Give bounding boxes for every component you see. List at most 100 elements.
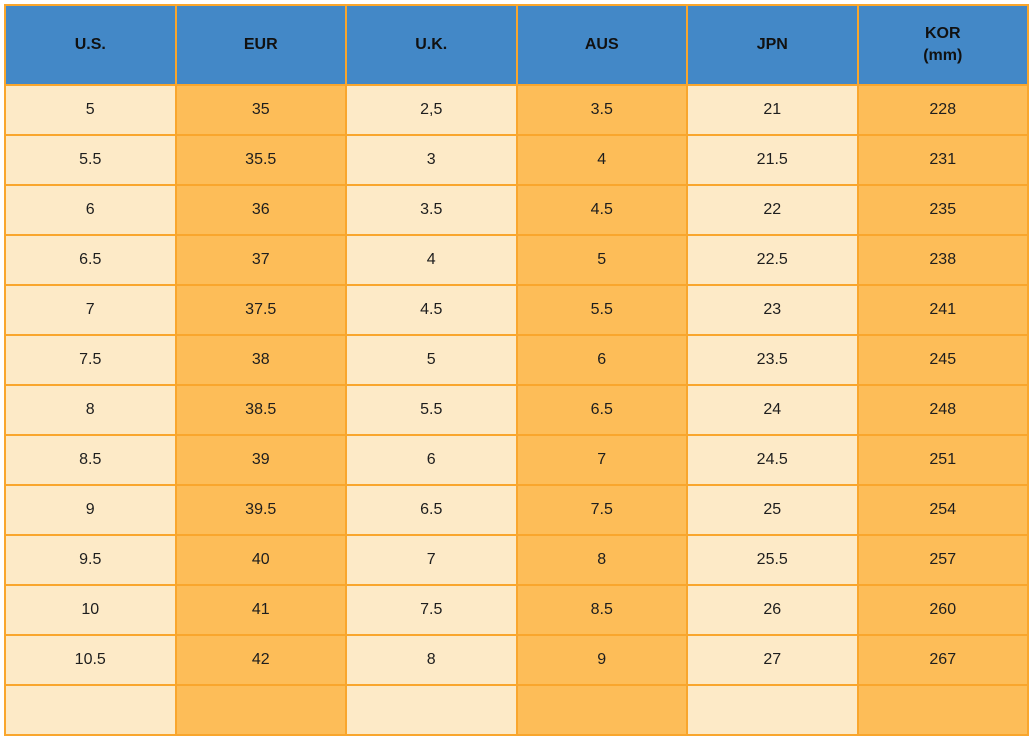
table-row: 10 41 7.5 8.5 26 260 <box>4 584 1029 636</box>
size-cell-aus: 7 <box>515 434 688 486</box>
size-cell-us: 10 <box>4 584 177 636</box>
size-cell-us: 6 <box>4 184 177 236</box>
size-cell-jpn: 24.5 <box>686 434 859 486</box>
size-cell-uk: 5 <box>345 334 518 386</box>
table-row: 6 36 3.5 4.5 22 235 <box>4 184 1029 236</box>
size-cell-us: 5 <box>4 84 177 136</box>
size-cell-us: 8.5 <box>4 434 177 486</box>
header-cell-kor: KOR (mm) <box>856 4 1029 86</box>
size-cell-uk: 7.5 <box>345 584 518 636</box>
size-cell-uk: 8 <box>345 634 518 686</box>
size-cell-eur: 38 <box>174 334 347 386</box>
size-cell-eur: 42 <box>174 634 347 686</box>
size-cell-eur: 41 <box>174 584 347 636</box>
size-cell-jpn: 26 <box>686 584 859 636</box>
size-cell-us: 5.5 <box>4 134 177 186</box>
table-row: 9 39.5 6.5 7.5 25 254 <box>4 484 1029 536</box>
size-cell-uk: 4.5 <box>345 284 518 336</box>
size-cell-uk: 3 <box>345 134 518 186</box>
size-cell-us <box>4 684 177 736</box>
size-cell-jpn: 21 <box>686 84 859 136</box>
header-label-uk: U.K. <box>415 36 448 54</box>
size-cell-us: 9 <box>4 484 177 536</box>
table-row: 6.5 37 4 5 22.5 238 <box>4 234 1029 286</box>
size-cell-eur: 39 <box>174 434 347 486</box>
size-cell-kor: 238 <box>856 234 1029 286</box>
size-cell-aus: 6 <box>515 334 688 386</box>
size-cell-jpn: 23 <box>686 284 859 336</box>
size-cell-kor <box>856 684 1029 736</box>
header-label-aus: AUS <box>584 36 619 54</box>
size-cell-aus: 8 <box>515 534 688 586</box>
size-cell-aus: 7.5 <box>515 484 688 536</box>
size-cell-kor: 260 <box>856 584 1029 636</box>
table-row: 5.5 35.5 3 4 21.5 231 <box>4 134 1029 186</box>
size-cell-eur: 38.5 <box>174 384 347 436</box>
size-cell-us: 9.5 <box>4 534 177 586</box>
size-cell-us: 6.5 <box>4 234 177 286</box>
table-body: 5 35 2,5 3.5 21 228 5.5 35.5 3 4 21.5 23… <box>4 84 1029 736</box>
header-cell-eur: EUR <box>174 4 347 86</box>
size-cell-aus: 6.5 <box>515 384 688 436</box>
size-cell-eur: 36 <box>174 184 347 236</box>
size-cell-us: 7 <box>4 284 177 336</box>
size-cell-kor: 231 <box>856 134 1029 186</box>
size-cell-aus <box>515 684 688 736</box>
size-cell-uk: 4 <box>345 234 518 286</box>
header-label-jpn: JPN <box>756 36 788 54</box>
table-row: 10.5 42 8 9 27 267 <box>4 634 1029 686</box>
size-cell-jpn: 24 <box>686 384 859 436</box>
size-cell-uk: 5.5 <box>345 384 518 436</box>
size-cell-jpn: 21.5 <box>686 134 859 186</box>
header-label-kor: KOR <box>924 25 961 43</box>
size-cell-aus: 4 <box>515 134 688 186</box>
size-cell-eur: 40 <box>174 534 347 586</box>
header-label-us: U.S. <box>74 36 106 54</box>
size-cell-jpn: 25.5 <box>686 534 859 586</box>
table-row-partial <box>4 684 1029 736</box>
size-cell-aus: 4.5 <box>515 184 688 236</box>
size-cell-kor: 251 <box>856 434 1029 486</box>
size-cell-aus: 5 <box>515 234 688 286</box>
size-cell-eur: 35.5 <box>174 134 347 186</box>
size-cell-kor: 254 <box>856 484 1029 536</box>
size-cell-uk: 6 <box>345 434 518 486</box>
size-cell-uk <box>345 684 518 736</box>
size-cell-jpn <box>686 684 859 736</box>
size-cell-kor: 248 <box>856 384 1029 436</box>
size-cell-uk: 3.5 <box>345 184 518 236</box>
size-cell-uk: 6.5 <box>345 484 518 536</box>
size-cell-aus: 3.5 <box>515 84 688 136</box>
header-cell-uk: U.K. <box>345 4 518 86</box>
size-cell-us: 10.5 <box>4 634 177 686</box>
header-label-eur: EUR <box>243 36 278 54</box>
size-cell-eur: 37 <box>174 234 347 286</box>
size-cell-uk: 7 <box>345 534 518 586</box>
header-row: U.S. EUR U.K. AUS JPN KOR (mm) <box>4 4 1029 86</box>
size-cell-kor: 257 <box>856 534 1029 586</box>
size-cell-eur: 39.5 <box>174 484 347 536</box>
size-cell-jpn: 22 <box>686 184 859 236</box>
size-cell-jpn: 23.5 <box>686 334 859 386</box>
size-cell-us: 7.5 <box>4 334 177 386</box>
size-cell-kor: 245 <box>856 334 1029 386</box>
table-row: 9.5 40 7 8 25.5 257 <box>4 534 1029 586</box>
size-cell-jpn: 22.5 <box>686 234 859 286</box>
size-cell-kor: 241 <box>856 284 1029 336</box>
size-cell-aus: 8.5 <box>515 584 688 636</box>
size-cell-eur: 37.5 <box>174 284 347 336</box>
table-header: U.S. EUR U.K. AUS JPN KOR (mm) <box>4 4 1029 86</box>
table-row: 8 38.5 5.5 6.5 24 248 <box>4 384 1029 436</box>
size-cell-kor: 267 <box>856 634 1029 686</box>
table-row: 8.5 39 6 7 24.5 251 <box>4 434 1029 486</box>
header-sublabel-kor: (mm) <box>923 47 963 64</box>
size-cell-kor: 228 <box>856 84 1029 136</box>
size-cell-eur <box>174 684 347 736</box>
size-cell-us: 8 <box>4 384 177 436</box>
size-cell-aus: 9 <box>515 634 688 686</box>
size-cell-eur: 35 <box>174 84 347 136</box>
size-cell-jpn: 25 <box>686 484 859 536</box>
shoe-size-conversion-table: U.S. EUR U.K. AUS JPN KOR (mm) <box>4 4 1029 736</box>
header-cell-jpn: JPN <box>686 4 859 86</box>
table-row: 5 35 2,5 3.5 21 228 <box>4 84 1029 136</box>
